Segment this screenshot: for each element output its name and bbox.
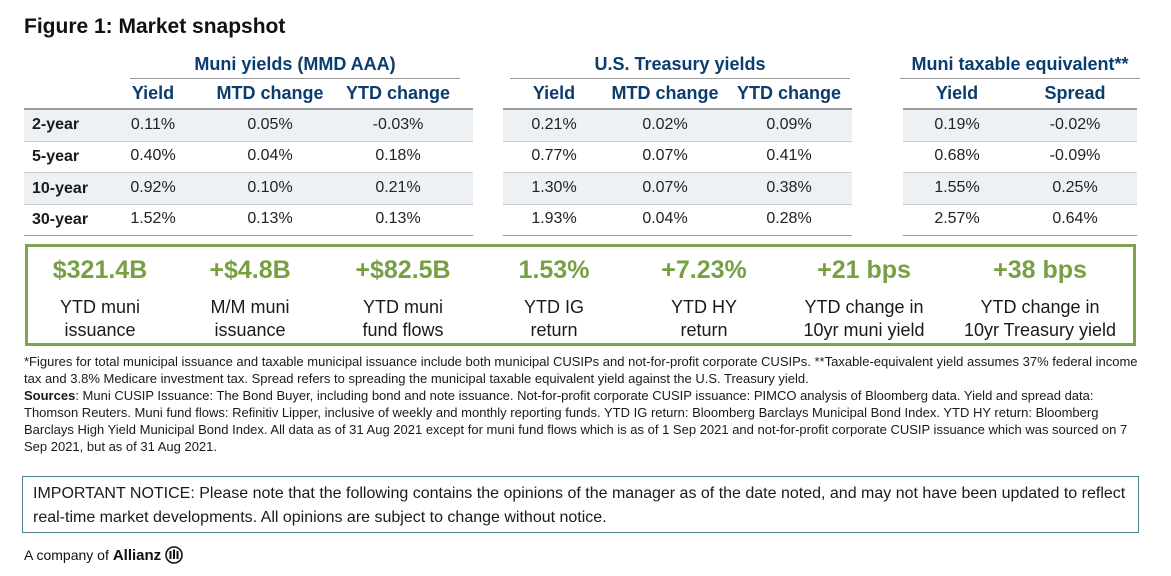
taxable-yield-header: Yield	[935, 83, 979, 103]
cell: 0.10%	[247, 179, 293, 196]
row-band	[24, 110, 473, 141]
stat-value: +7.23%	[661, 256, 747, 284]
cell: 0.92%	[130, 179, 176, 196]
cell: 0.19%	[934, 116, 980, 133]
stat-value: $321.4B	[52, 256, 148, 284]
cell: -0.03%	[372, 116, 424, 133]
cell: 0.18%	[375, 147, 421, 164]
sources-body: : Muni CUSIP Issuance: The Bond Buyer, i…	[24, 388, 1128, 454]
cell: 0.64%	[1052, 210, 1098, 227]
cell: 0.68%	[934, 147, 980, 164]
cell: 2.57%	[934, 210, 980, 227]
row-label: 30-year	[32, 211, 89, 228]
header-rule-taxable	[903, 108, 1137, 110]
stat-value: +21 bps	[817, 256, 911, 284]
allianz-logo-icon	[165, 546, 183, 564]
stat-label: YTD IG return	[523, 297, 584, 340]
cell: 0.28%	[766, 210, 812, 227]
allianz-branding: A company of Allianz	[24, 546, 183, 564]
cell: 0.21%	[531, 116, 577, 133]
taxable-title-rule	[900, 78, 1140, 79]
cell: 0.04%	[247, 147, 293, 164]
row-divider	[24, 172, 473, 173]
row-divider	[903, 172, 1137, 173]
cell: 0.04%	[642, 210, 688, 227]
row-divider	[503, 172, 852, 173]
header-rule-muni	[24, 108, 473, 110]
stat-value: 1.53%	[518, 256, 590, 284]
stat-label: YTD HY return	[670, 297, 737, 340]
cell: -0.09%	[1049, 147, 1101, 164]
sources-text: Sources: Muni CUSIP Issuance: The Bond B…	[24, 387, 1149, 455]
cell: 1.30%	[531, 179, 577, 196]
figure-title: Figure 1: Market snapshot	[24, 15, 286, 38]
row-band	[503, 110, 852, 141]
treasury-ytd-header: YTD change	[736, 83, 842, 103]
row-band	[503, 173, 852, 204]
row-divider	[903, 204, 1137, 205]
cell: 1.55%	[934, 179, 980, 196]
muni-mtd-header: MTD change	[216, 83, 324, 103]
cell: 0.41%	[766, 147, 812, 164]
cell: 0.40%	[130, 147, 176, 164]
cell: 0.38%	[766, 179, 812, 196]
cell: 0.21%	[375, 179, 421, 196]
treasury-yields-title: U.S. Treasury yields	[594, 54, 766, 74]
taxable-equivalent-title: Muni taxable equivalent**	[911, 54, 1129, 74]
row-band	[903, 173, 1137, 204]
row-label: 10-year	[32, 180, 89, 197]
stat-label: YTD change in 10yr muni yield	[803, 297, 925, 340]
treasury-title-rule	[510, 78, 850, 79]
sources-label: Sources	[24, 388, 76, 403]
cell: -0.02%	[1049, 116, 1101, 133]
treasury-yield-header: Yield	[532, 83, 576, 103]
branding-prefix: A company of	[24, 547, 109, 563]
cell: 0.13%	[375, 210, 421, 227]
cell: 0.09%	[766, 116, 812, 133]
muni-title-rule	[130, 78, 460, 79]
footnote-text: *Figures for total municipal issuance an…	[24, 354, 1138, 386]
cell: 1.52%	[130, 210, 176, 227]
row-divider	[503, 204, 852, 205]
cell: 0.02%	[642, 116, 688, 133]
cell: 0.25%	[1052, 179, 1098, 196]
row-label: 2-year	[32, 116, 80, 133]
taxable-spread-header: Spread	[1044, 83, 1106, 103]
table-bottom-rule	[503, 235, 852, 236]
cell: 1.93%	[531, 210, 577, 227]
treasury-mtd-header: MTD change	[611, 83, 719, 103]
cell: 0.77%	[531, 147, 577, 164]
stat-label: M/M muni issuance	[210, 297, 290, 340]
cell: 0.05%	[247, 116, 293, 133]
row-divider	[24, 141, 473, 142]
muni-yields-title: Muni yields (MMD AAA)	[194, 54, 396, 74]
muni-yield-header: Yield	[131, 83, 175, 103]
brand-name: Allianz	[112, 546, 162, 564]
table-bottom-rule	[24, 235, 473, 236]
muni-ytd-header: YTD change	[345, 83, 451, 103]
stat-value: +$4.8B	[209, 256, 291, 284]
cell: 0.13%	[247, 210, 293, 227]
stat-label: YTD change in 10yr Treasury yield	[963, 297, 1117, 340]
row-divider	[24, 204, 473, 205]
header-rule-treasury	[503, 108, 852, 110]
stat-label: YTD muni issuance	[59, 297, 140, 340]
cell: 0.07%	[642, 179, 688, 196]
row-divider	[903, 141, 1137, 142]
important-notice: IMPORTANT NOTICE: Please note that the f…	[22, 476, 1139, 533]
stat-label: YTD muni fund flows	[362, 297, 444, 340]
stat-value: +$82.5B	[355, 256, 451, 284]
row-band	[24, 173, 473, 204]
key-stats-box	[25, 244, 1136, 346]
table-bottom-rule	[903, 235, 1137, 236]
cell: 0.07%	[642, 147, 688, 164]
row-band	[903, 110, 1137, 141]
row-label: 5-year	[32, 148, 80, 165]
row-divider	[503, 141, 852, 142]
cell: 0.11%	[130, 116, 176, 133]
stat-value: +38 bps	[993, 256, 1087, 284]
footnotes: *Figures for total municipal issuance an…	[24, 353, 1149, 455]
